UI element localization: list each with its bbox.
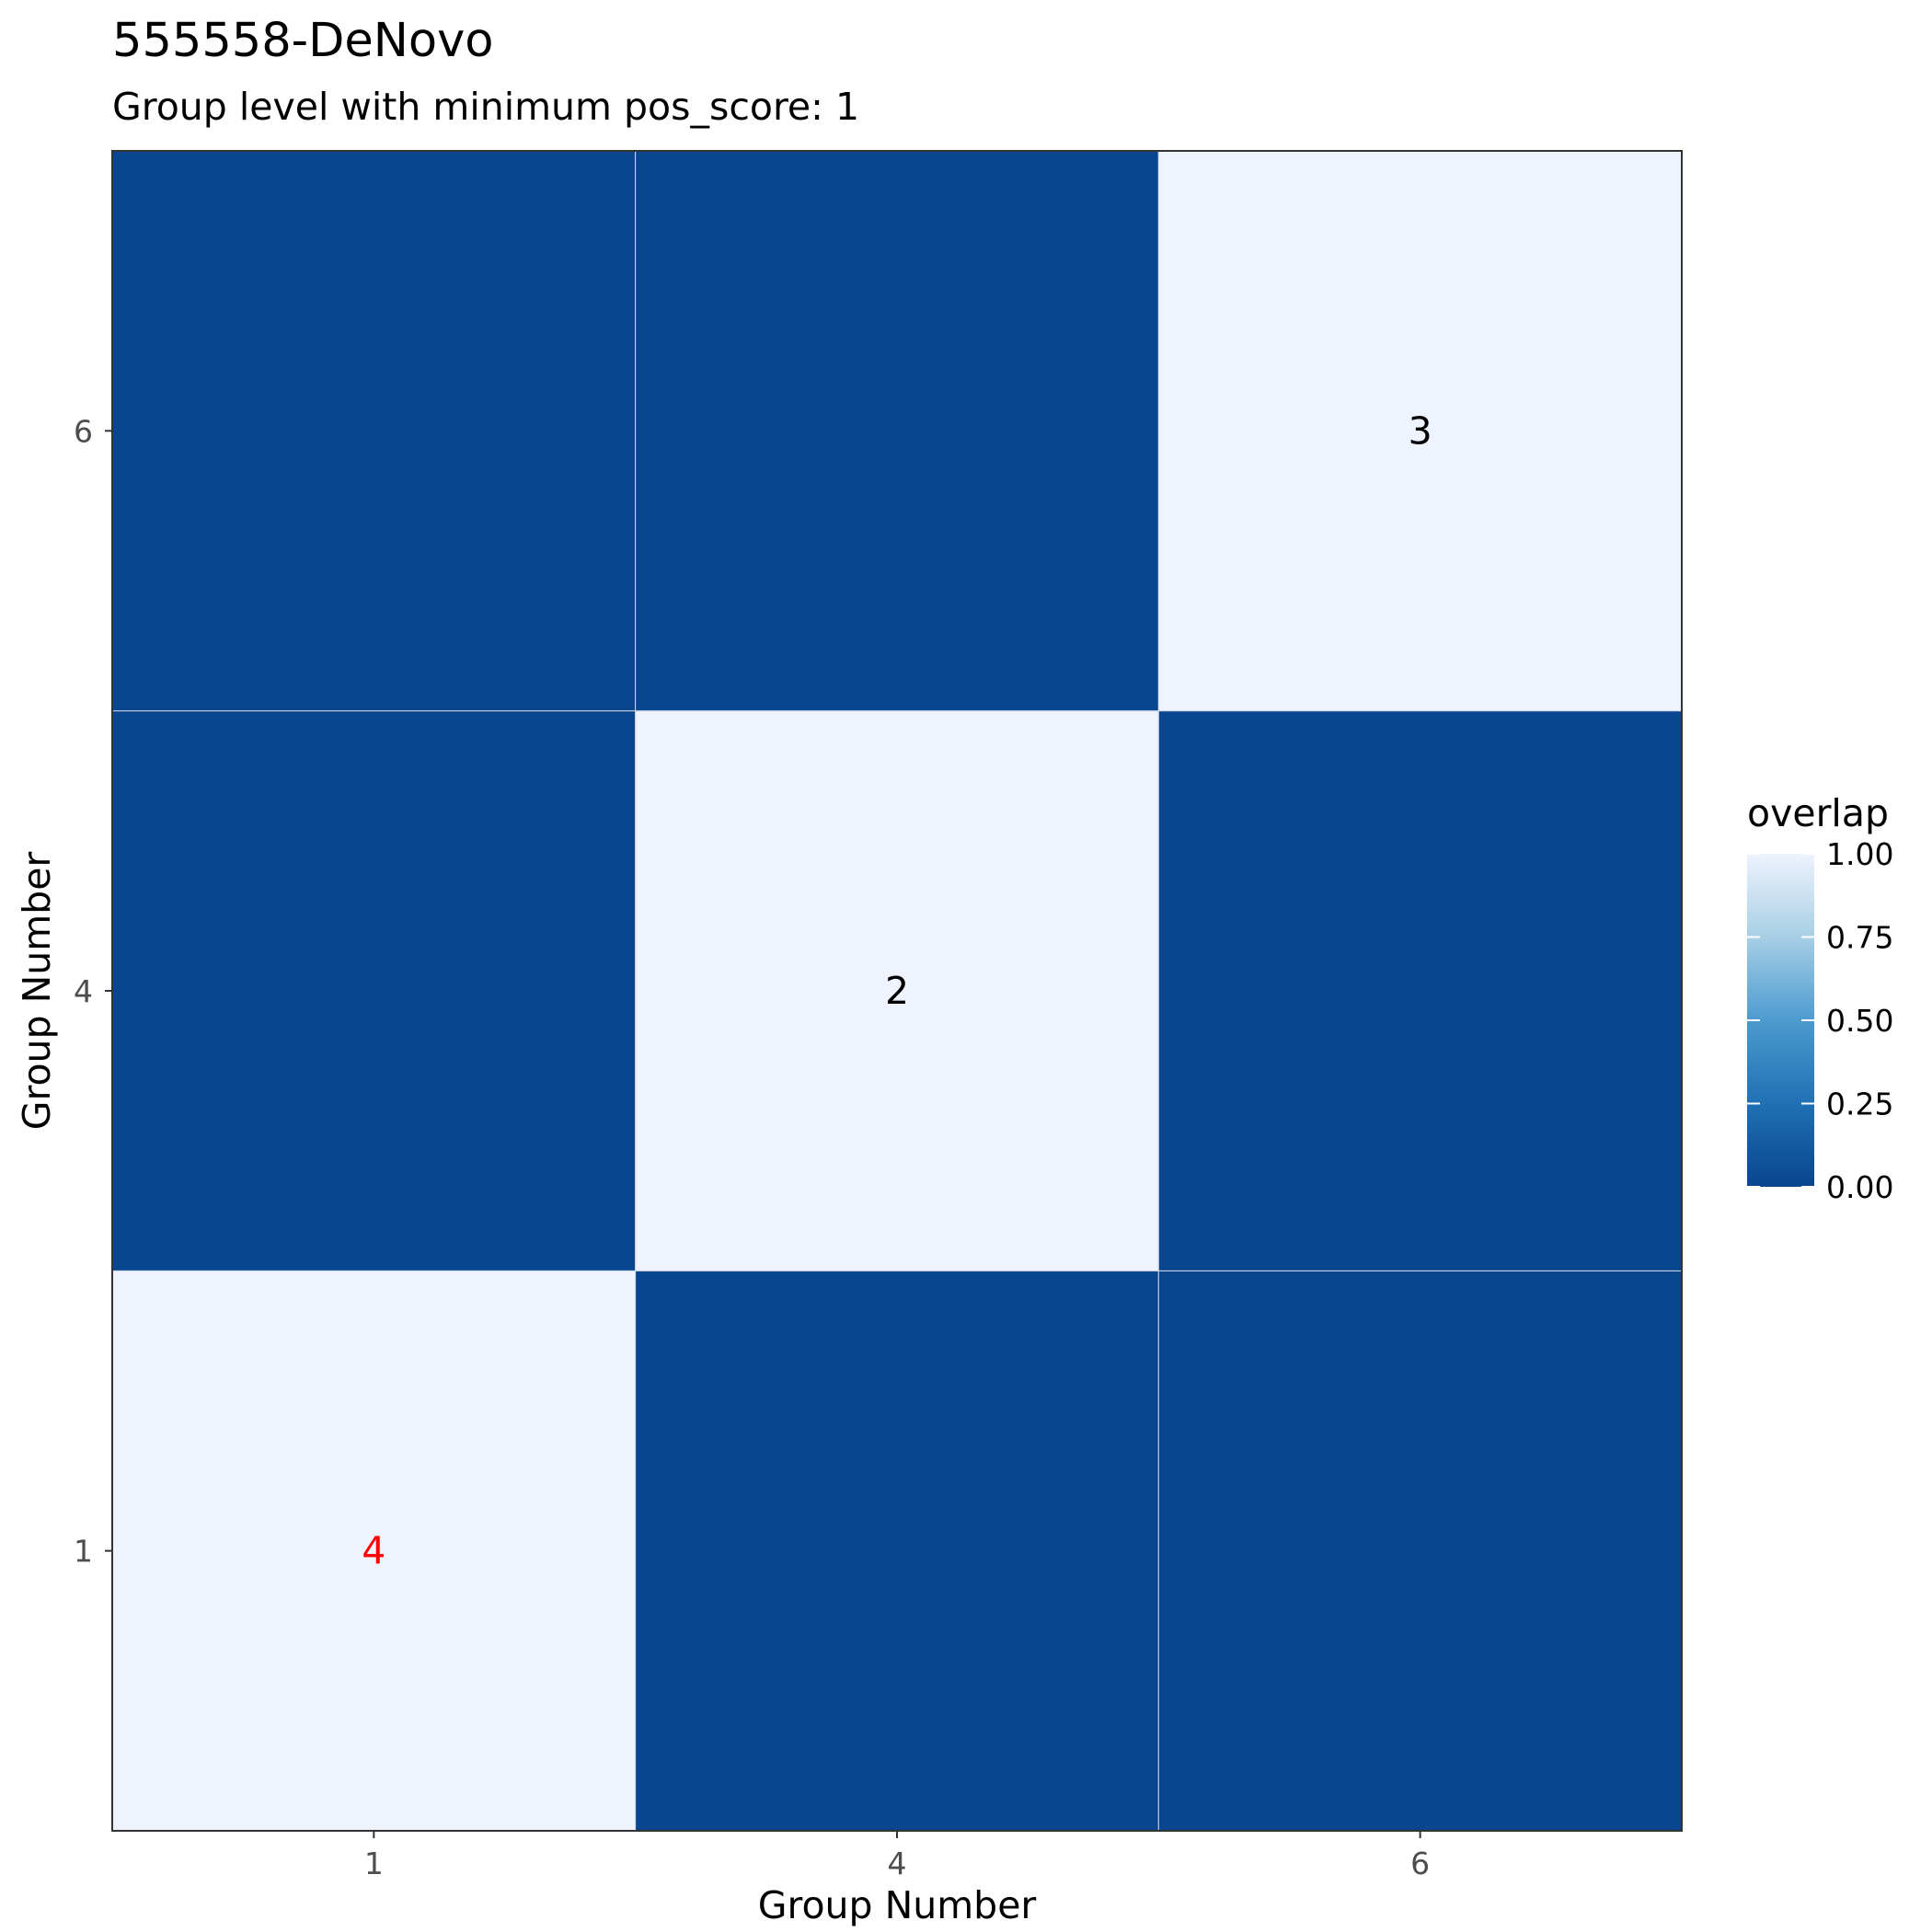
heatmap-cell xyxy=(111,150,637,712)
legend-tick-label: 0.25 xyxy=(1826,1087,1893,1122)
y-tick-label: 6 xyxy=(74,413,93,449)
chart-title: 555558-DeNovo xyxy=(112,14,493,68)
legend-ticks: 0.00 0.25 0.50 0.75 1.00 xyxy=(1747,836,1893,1205)
heatmap-cell-label: 2 xyxy=(885,969,909,1013)
legend-tick-label: 1.00 xyxy=(1826,836,1893,872)
chart-subtitle: Group level with minimum pos_score: 1 xyxy=(112,85,859,129)
heatmap-cell xyxy=(111,1270,637,1832)
legend: overlap 0.00 0.25 0.50 0.75 1.00 xyxy=(1747,791,1893,1205)
legend-title: overlap xyxy=(1747,791,1889,835)
heatmap-cells: 4 2 3 xyxy=(111,150,1683,1832)
legend-tick-label: 0.50 xyxy=(1826,1003,1893,1039)
heatmap-cell xyxy=(635,150,1159,712)
y-axis: 1 4 6 xyxy=(74,413,112,1570)
legend-tick-label: 0.75 xyxy=(1826,920,1893,956)
heatmap-cell xyxy=(111,710,637,1271)
x-tick-label: 4 xyxy=(888,1846,907,1881)
y-tick-label: 4 xyxy=(74,973,93,1009)
heatmap-cell xyxy=(635,710,1159,1271)
legend-tick-label: 0.00 xyxy=(1826,1169,1893,1205)
heatmap-cell-label: 4 xyxy=(362,1529,385,1573)
y-tick-label: 1 xyxy=(74,1534,93,1570)
heatmap-cell xyxy=(1157,1270,1683,1832)
x-axis: 1 4 6 xyxy=(364,1831,1430,1881)
y-axis-label: Group Number xyxy=(15,852,59,1131)
x-tick-label: 1 xyxy=(364,1846,384,1881)
heatmap-cell-label: 3 xyxy=(1409,408,1432,453)
heatmap-cell xyxy=(635,1270,1159,1832)
x-axis-label: Group Number xyxy=(758,1883,1037,1927)
heatmap-cell xyxy=(1157,710,1683,1271)
x-tick-label: 6 xyxy=(1410,1846,1430,1881)
